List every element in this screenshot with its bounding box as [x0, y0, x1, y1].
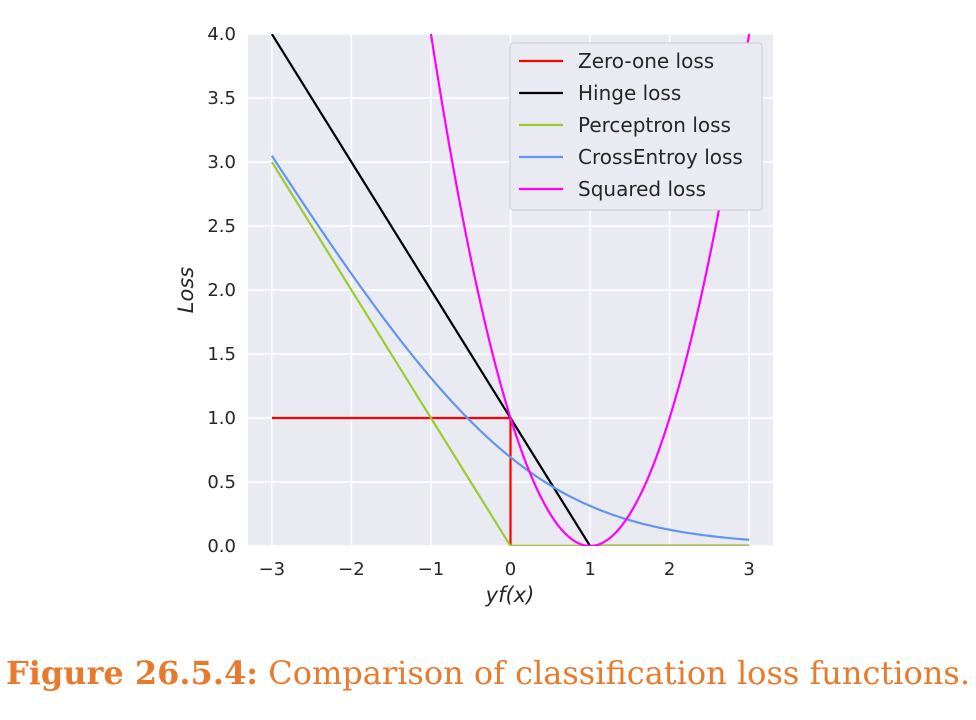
loss-chart: −3 −2 −1 0 1 2 3 0.0 0.5 1.0 1.5 2.0 2.5 3.0 3.5 4.0 y… [174, 24, 773, 607]
legend-entry: Hinge loss [578, 81, 681, 105]
figure-caption-text: Comparison of classification loss functi… [268, 654, 970, 692]
series-line-crossentroy-loss [270, 155, 750, 541]
x-tick-label: 2 [664, 559, 675, 580]
y-tick-label: 0.0 [207, 536, 236, 557]
legend: Zero-one loss Hinge loss Perceptron loss Cr… [509, 42, 763, 211]
figure-number: Figure 26.5.4: [6, 654, 259, 692]
figure-caption: Figure 26.5.4: Comparison of classificat… [0, 654, 976, 692]
series-line-squared-loss [429, 34, 751, 546]
x-tick-labels: −3 −2 −1 0 1 2 3 [259, 559, 755, 580]
y-tick-label: 2.0 [207, 280, 236, 301]
y-tick-label: 3.0 [207, 152, 236, 173]
legend-entry: Perceptron loss [578, 113, 731, 137]
y-tick-label: 0.5 [207, 472, 236, 493]
x-tick-label: −1 [418, 559, 445, 580]
y-tick-label: 4.0 [207, 24, 236, 45]
legend-entry: Zero-one loss [578, 49, 714, 73]
legend-entry: CrossEntroy loss [578, 145, 743, 169]
y-tick-label: 3.5 [207, 88, 236, 109]
y-tick-labels: 0.0 0.5 1.0 1.5 2.0 2.5 3.0 3.5 4.0 [207, 24, 236, 557]
legend-box [509, 42, 763, 211]
y-tick-label: 2.5 [207, 216, 236, 237]
y-axis-label: Loss [174, 267, 198, 313]
series-lines [270, 34, 751, 546]
x-tick-label: −2 [338, 559, 365, 580]
y-tick-label: 1.5 [207, 344, 236, 365]
series-line-zero-one-loss [271, 416, 750, 546]
x-tick-label: −3 [259, 559, 286, 580]
y-tick-label: 1.0 [207, 408, 236, 429]
series-line-perceptron-loss [270, 161, 750, 546]
x-tick-label: 3 [743, 559, 754, 580]
legend-entry: Squared loss [578, 177, 706, 201]
x-axis-label: yf(x) [485, 583, 535, 607]
x-tick-label: 1 [584, 559, 595, 580]
x-tick-label: 0 [505, 559, 516, 580]
